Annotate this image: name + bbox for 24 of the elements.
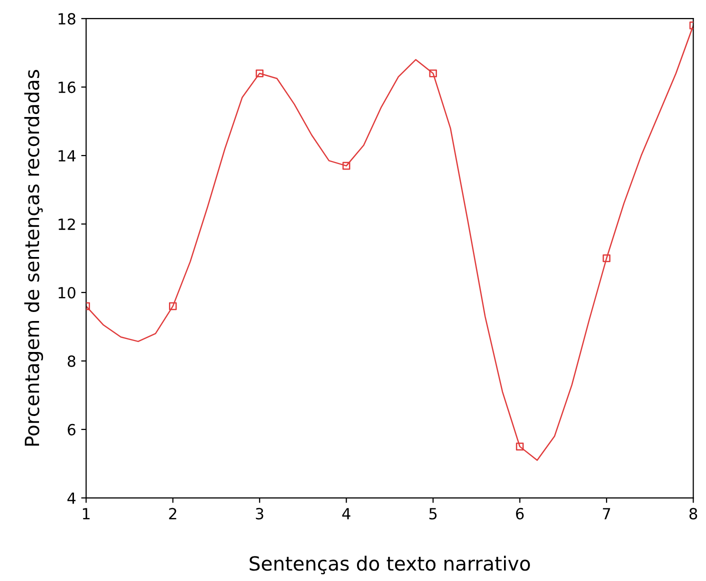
x-axis-title: Sentenças do texto narrativo bbox=[250, 556, 530, 574]
point bbox=[342, 162, 350, 170]
y-tick-label: 8 bbox=[68, 355, 76, 367]
x-tick-label: 5 bbox=[429, 508, 437, 520]
y-tick-label: 18 bbox=[58, 13, 76, 25]
x-tick-label: 3 bbox=[256, 508, 264, 520]
y-tick-label: 16 bbox=[58, 82, 76, 94]
y-tick-label: 14 bbox=[58, 150, 76, 162]
y-axis-title: Porcentagem de sentenças recordadas bbox=[24, 70, 44, 446]
x-tick-label: 8 bbox=[689, 508, 698, 520]
y-tick-label: 6 bbox=[68, 424, 76, 436]
x-tick-label: 4 bbox=[342, 508, 350, 520]
point bbox=[168, 302, 177, 310]
y-tick-label: 10 bbox=[58, 286, 76, 299]
y-tick-label: 12 bbox=[58, 218, 75, 230]
y-tick-label: 4 bbox=[67, 492, 76, 504]
x-tick-label: 1 bbox=[82, 508, 90, 520]
x-tick-label: 6 bbox=[516, 508, 524, 520]
point bbox=[602, 254, 610, 262]
x-tick-label: 2 bbox=[169, 508, 176, 520]
point bbox=[429, 69, 437, 78]
point bbox=[516, 442, 524, 450]
x-tick-label: 7 bbox=[602, 508, 610, 520]
point bbox=[256, 69, 264, 78]
